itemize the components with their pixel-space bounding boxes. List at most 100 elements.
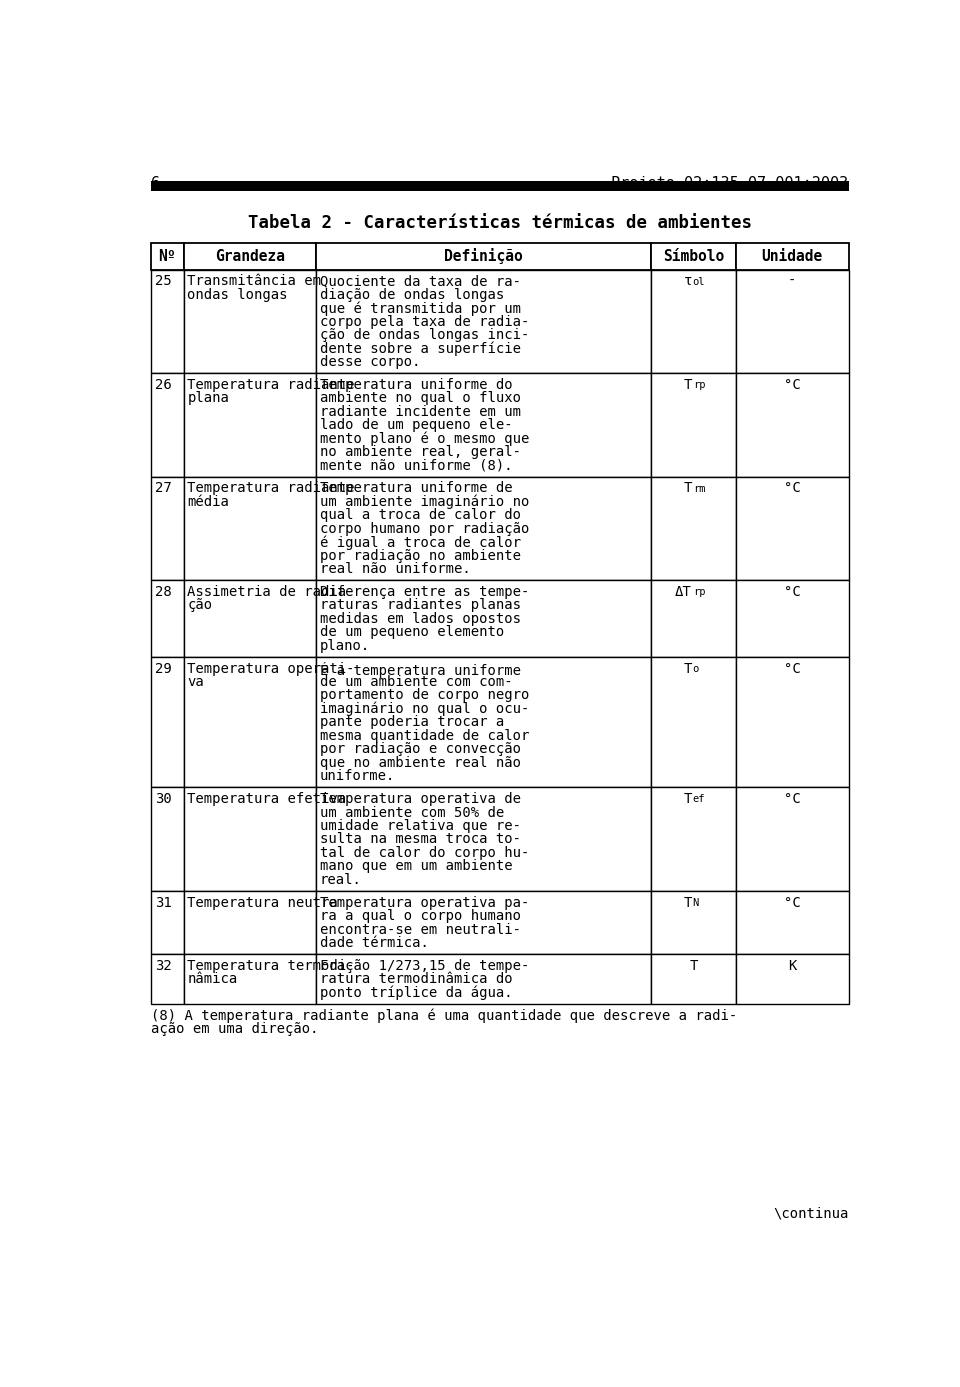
Text: por radiação no ambiente: por radiação no ambiente [320,549,521,563]
Text: um ambiente com 50% de: um ambiente com 50% de [320,806,504,820]
Text: raturas radiantes planas: raturas radiantes planas [320,598,521,613]
Text: ra a qual o corpo humano: ra a qual o corpo humano [320,908,521,924]
Bar [183,477,316,580]
Bar [651,788,736,890]
Text: ção: ção [187,598,212,613]
Text: por radiação e convecção: por radiação e convecção [320,742,521,756]
Bar [316,954,651,1004]
Text: rp: rp [693,380,706,390]
Text: pante poderia trocar a: pante poderia trocar a [320,716,504,730]
Text: média: média [187,495,229,509]
Bar [651,373,736,477]
Bar [183,269,316,373]
Bar [183,657,316,788]
Text: 29: 29 [155,662,172,675]
Text: Quociente da taxa de ra-: Quociente da taxa de ra- [320,275,521,288]
Text: mento plano é o mesmo que: mento plano é o mesmo que [320,431,529,447]
Text: rp: rp [693,587,706,598]
Text: lado de um pequeno ele-: lado de um pequeno ele- [320,419,513,433]
Text: diação de ondas longas: diação de ondas longas [320,287,504,302]
Bar [651,890,736,954]
Text: 31: 31 [155,896,172,910]
Text: mano que em um ambiente: mano que em um ambiente [320,860,513,874]
Text: T: T [689,958,698,972]
Bar [183,890,316,954]
Bar [651,657,736,788]
Text: Temperatura uniforme de: Temperatura uniforme de [320,481,513,495]
Bar [183,788,316,890]
Bar [151,890,183,954]
Text: Temperatura operativa pa-: Temperatura operativa pa- [320,896,529,910]
Text: Símbolo: Símbolo [662,248,724,264]
Text: ol: ol [693,276,706,287]
Bar [651,580,736,657]
Bar [316,373,651,477]
Text: no ambiente real, geral-: no ambiente real, geral- [320,445,521,459]
Text: Temperatura uniforme do: Temperatura uniforme do [320,377,513,391]
Text: T: T [684,481,692,495]
Text: Temperatura efetiva: Temperatura efetiva [187,792,347,806]
Text: ondas longas: ondas longas [187,287,288,302]
Bar [736,477,849,580]
Text: Tabela 2 - Características térmicas de ambientes: Tabela 2 - Características térmicas de a… [248,214,752,232]
Bar [183,580,316,657]
Text: Assimetria de radia-: Assimetria de radia- [187,585,355,599]
Text: real.: real. [320,872,362,886]
Bar [316,657,651,788]
Text: qual a troca de calor do: qual a troca de calor do [320,508,521,523]
Text: 27: 27 [155,481,172,495]
Text: é igual a troca de calor: é igual a troca de calor [320,535,521,549]
Text: T: T [684,662,692,675]
Text: portamento de corpo negro: portamento de corpo negro [320,688,529,702]
Bar [651,954,736,1004]
Text: plana: plana [187,391,229,405]
Bar [151,954,183,1004]
Text: Nº: Nº [158,248,176,264]
Text: ação em uma direção.: ação em uma direção. [151,1022,319,1036]
Text: o: o [693,664,699,674]
Bar [736,373,849,477]
Text: ΔT: ΔT [675,585,692,599]
Text: K: K [788,958,797,972]
Text: Temperatura radiante: Temperatura radiante [187,481,355,495]
Text: corpo pela taxa de radia-: corpo pela taxa de radia- [320,315,529,329]
Text: Temperatura neutra: Temperatura neutra [187,896,338,910]
Text: °C: °C [784,377,801,391]
Text: corpo humano por radiação: corpo humano por radiação [320,522,529,535]
Text: Definição: Definição [444,248,523,264]
Bar [151,477,183,580]
Text: T: T [684,792,692,806]
Text: de um ambiente com com-: de um ambiente com com- [320,675,513,689]
Text: 32: 32 [155,958,172,972]
Bar [151,580,183,657]
Text: medidas em lados opostos: medidas em lados opostos [320,612,521,626]
Text: plano.: plano. [320,639,371,653]
Bar [151,788,183,890]
Text: N: N [693,897,699,908]
Text: ratura termodinâmica do: ratura termodinâmica do [320,972,513,986]
Bar [316,477,651,580]
Text: ambiente no qual o fluxo: ambiente no qual o fluxo [320,391,521,405]
Text: nâmica: nâmica [187,972,238,986]
Text: É a temperatura uniforme: É a temperatura uniforme [320,662,521,678]
Text: mesma quantidade de calor: mesma quantidade de calor [320,730,529,743]
Text: que é transmitida por um: que é transmitida por um [320,301,521,316]
Text: dente sobre a superfície: dente sobre a superfície [320,341,521,356]
Text: Temperatura operati-: Temperatura operati- [187,662,355,675]
Bar [736,269,849,373]
Bar [183,954,316,1004]
Text: T: T [684,896,692,910]
Bar [736,580,849,657]
Bar [736,788,849,890]
Bar [316,269,651,373]
Bar [316,243,651,269]
Text: \continua: \continua [773,1207,849,1221]
Text: -: - [788,275,797,288]
Text: va: va [187,675,204,689]
Bar [651,243,736,269]
Bar [183,243,316,269]
Text: 30: 30 [155,792,172,806]
Text: 6: 6 [151,176,160,190]
Text: uniforme.: uniforme. [320,770,396,784]
Bar [151,182,849,191]
